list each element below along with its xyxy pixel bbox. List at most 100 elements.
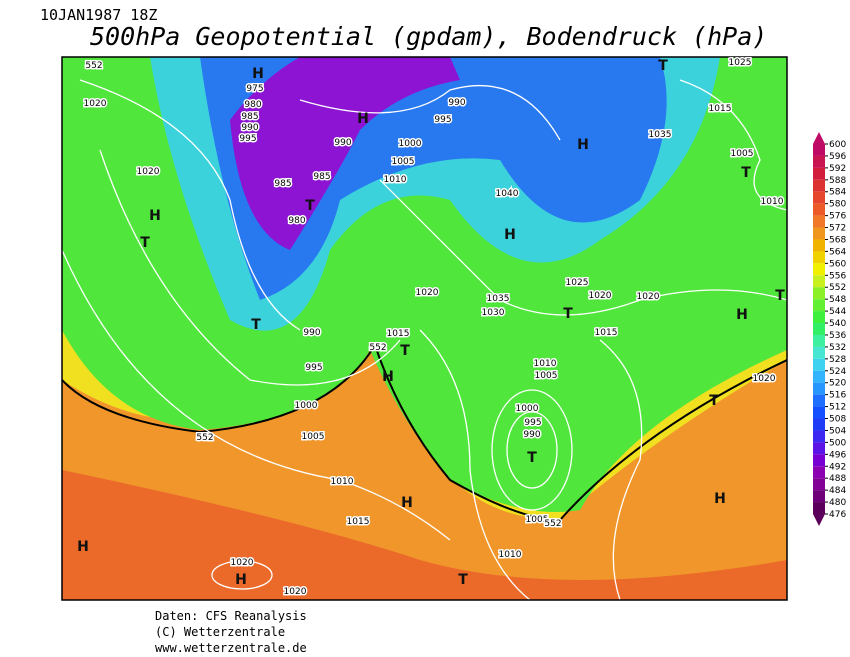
colorbar-label: 536 [829, 331, 846, 341]
isobar-label: 1040 [496, 189, 519, 199]
pressure-center: H [235, 572, 247, 588]
isobar-label: 552 [544, 519, 561, 529]
isobar-label: 1005 [535, 371, 558, 381]
isobar-label: 1030 [482, 308, 505, 318]
isobar-label: 552 [369, 343, 386, 353]
isobar-label: 1010 [384, 175, 407, 185]
isobar-label: 1005 [526, 515, 549, 525]
colorbar-band [813, 203, 825, 216]
isobar-label: 1010 [499, 550, 522, 560]
colorbar-label: 532 [829, 343, 846, 353]
isobar [506, 411, 558, 489]
pressure-center: T [140, 235, 150, 251]
isobar [379, 179, 787, 316]
colorbar-label: 544 [829, 307, 846, 317]
colorbar-band [813, 370, 825, 383]
isobar-label: 990 [523, 430, 540, 440]
colorbar-band [813, 144, 825, 156]
pressure-center: H [357, 111, 369, 127]
pressure-center: H [736, 307, 748, 323]
isobar-label: 1020 [284, 587, 307, 597]
colorbar-band [813, 358, 825, 371]
footer-line: (C) Wetterzentrale [155, 625, 285, 639]
colorbar-label: 588 [829, 176, 846, 186]
isobar-label: 1035 [487, 294, 510, 304]
purple-region [230, 57, 460, 250]
colorbar-label: 524 [829, 367, 846, 377]
isobar-label: 995 [239, 134, 256, 144]
isobar-label: 995 [305, 363, 322, 373]
isobar-label: 975 [246, 84, 263, 94]
colorbar-label: 500 [829, 438, 846, 448]
isobar-label: 1005 [731, 149, 754, 159]
isobar [599, 339, 643, 600]
isobar-label: 1015 [709, 104, 732, 114]
isobar-label: 1020 [84, 99, 107, 109]
colorbar-band [813, 418, 825, 431]
pressure-center: T [741, 165, 751, 181]
colorbar-label: 520 [829, 379, 846, 389]
isobar-label: 1035 [649, 130, 672, 140]
pressure-center: H [577, 137, 589, 153]
isobar [99, 149, 401, 386]
colorbar-band [813, 191, 825, 204]
isobar-label: 990 [448, 98, 465, 108]
pressure-center: T [458, 572, 468, 588]
isobar-label: 1000 [295, 401, 318, 411]
colorbar-band [813, 287, 825, 300]
colorbar-label: 596 [829, 152, 846, 162]
colorbar-band [813, 155, 825, 168]
footer-line: www.wetterzentrale.de [155, 641, 307, 655]
isobar [79, 79, 301, 331]
isobar-label: 985 [241, 112, 258, 122]
pressure-center: T [527, 450, 537, 466]
map-date: 10JAN1987 18Z [40, 6, 157, 24]
colorbar-label: 556 [829, 271, 846, 281]
pressure-center: H [401, 495, 413, 511]
colorbar-label: 508 [829, 415, 846, 425]
pressure-center: H [77, 539, 89, 555]
colorbar-band [813, 167, 825, 180]
isobar [679, 79, 787, 211]
isobar [491, 389, 573, 511]
colorbar-label: 492 [829, 462, 846, 472]
isobar [62, 249, 451, 541]
isobar-label: 980 [288, 216, 305, 226]
isobar-label: 552 [85, 61, 102, 71]
colorbar-band [813, 382, 825, 395]
isobar [419, 329, 531, 600]
isobar-label: 985 [274, 179, 291, 189]
colorbar-label: 572 [829, 224, 846, 234]
isobar-label: 1010 [331, 477, 354, 487]
colorbar-band [813, 502, 825, 514]
colorbar-label: 480 [829, 498, 846, 508]
colorbar-label: 540 [829, 319, 846, 329]
pressure-center: H [714, 491, 726, 507]
isobar-label: 990 [303, 328, 320, 338]
colorbar-label: 548 [829, 295, 846, 305]
pressure-center: T [709, 393, 719, 409]
colorbar-label: 488 [829, 474, 846, 484]
isobar-label: 552 [196, 433, 213, 443]
pressure-center: T [305, 198, 315, 214]
colorbar-label: 476 [829, 510, 846, 520]
isobar-label: 1015 [595, 328, 618, 338]
colorbar-label: 528 [829, 355, 846, 365]
colorbar-band [813, 179, 825, 192]
isobar-label: 1020 [137, 167, 160, 177]
pressure-center: T [400, 343, 410, 359]
colorbar-band [813, 334, 825, 347]
isobar [211, 560, 273, 590]
colorbar-band [813, 394, 825, 407]
colorbar-band [813, 454, 825, 467]
colorbar-band [813, 275, 825, 288]
colorbar-label: 584 [829, 188, 846, 198]
colorbar-band [813, 346, 825, 359]
isobar-label: 995 [434, 115, 451, 125]
colorbar-label: 496 [829, 450, 846, 460]
isobar-label: 990 [241, 123, 258, 133]
pressure-center: H [382, 369, 394, 385]
isobar-label: 1015 [347, 517, 370, 527]
pressure-center: H [252, 66, 264, 82]
